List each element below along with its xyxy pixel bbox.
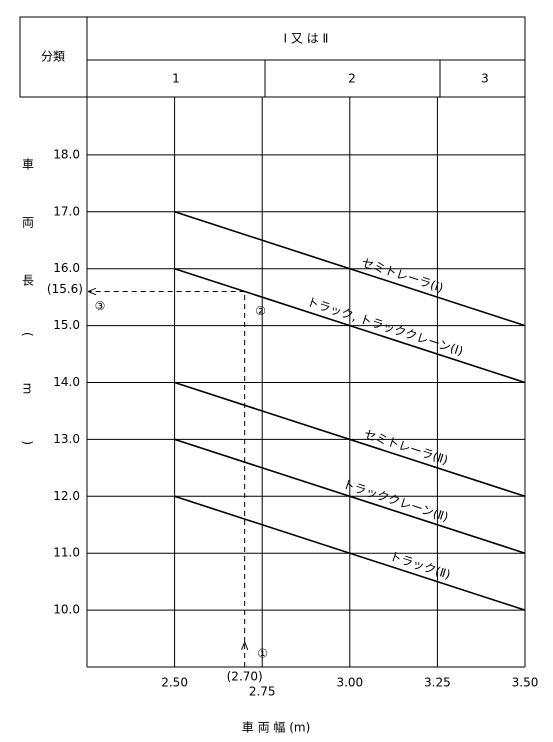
y-tick-label: 18.0: [53, 147, 80, 161]
x-axis-label: 車 両 幅 (m): [242, 720, 311, 735]
series-label: セミトレーラ(Ⅰ): [360, 256, 445, 296]
y-tick-label: 12.0: [53, 489, 80, 503]
reading-label: (2.70): [227, 670, 263, 684]
header-group: Ⅰ 又 は Ⅱ: [284, 32, 329, 46]
x-tick-label: 3.00: [336, 676, 363, 690]
y-tick-label: 16.0: [53, 261, 80, 275]
series-line: [174, 381, 526, 498]
x-tick-label: 3.50: [512, 676, 539, 690]
series-label: トラック(Ⅱ): [388, 549, 453, 582]
column-label: 3: [481, 72, 489, 86]
step-marker: ①: [257, 647, 268, 661]
y-tick-label: 17.0: [53, 204, 80, 218]
series-line: [174, 211, 526, 327]
series-label: トラッククレーン(Ⅱ): [341, 477, 450, 524]
column-label: 1: [172, 72, 180, 86]
y-tick-label: 11.0: [53, 546, 80, 560]
header-title: 分類: [41, 50, 65, 64]
header-frame: [19, 16, 526, 98]
series-label: トラック, トラッククレーン(Ⅰ): [305, 295, 465, 359]
step-marker: ②: [255, 304, 266, 318]
x-tick-label: 3.25: [424, 676, 451, 690]
x-tick-label: 2.75: [249, 685, 276, 699]
reading-label: (15.6): [47, 282, 83, 296]
series-line: [174, 495, 526, 611]
y-tick-label: 15.0: [53, 318, 80, 332]
y-axis-label: 車両長(m): [21, 158, 35, 492]
x-tick-label: 2.50: [161, 676, 188, 690]
column-label: 2: [348, 72, 356, 86]
y-tick-label: 13.0: [53, 432, 80, 446]
step-marker: ③: [95, 299, 106, 313]
y-tick-label: 14.0: [53, 375, 80, 389]
series-line: [174, 438, 526, 554]
series-line: [174, 267, 526, 384]
y-tick-label: 10.0: [53, 603, 80, 617]
